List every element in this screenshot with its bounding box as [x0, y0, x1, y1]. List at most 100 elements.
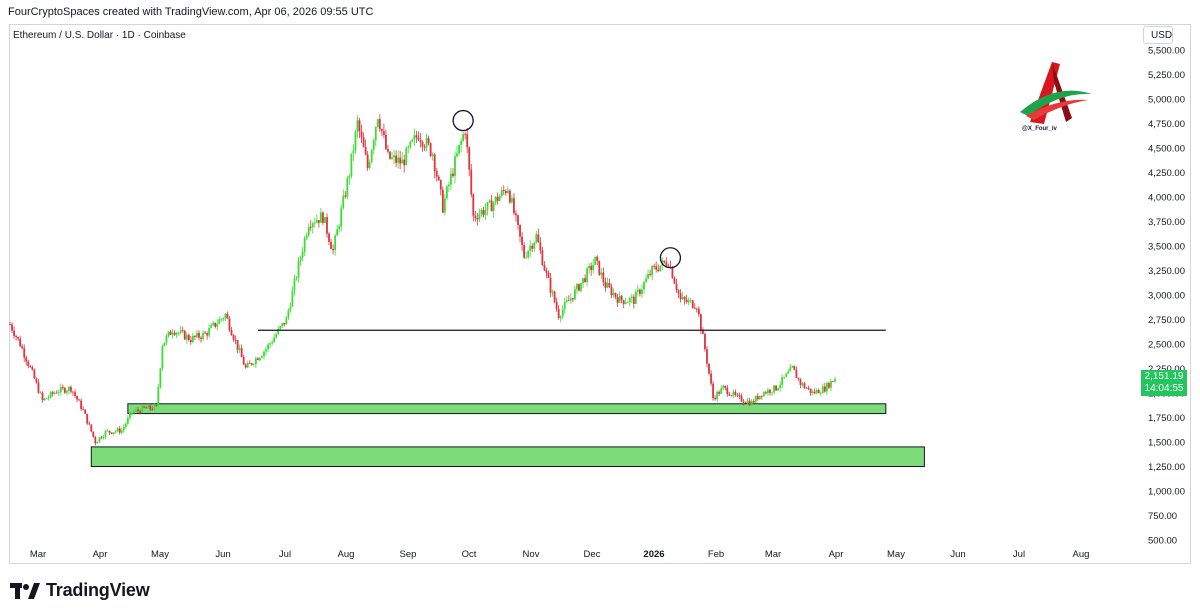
time-axis-tick: Oct: [462, 549, 477, 560]
candle-body: [639, 289, 641, 294]
candle-body: [762, 392, 765, 397]
candle-body: [259, 357, 261, 361]
candle-body: [584, 278, 586, 282]
candle-body: [395, 155, 397, 163]
candle-body: [645, 278, 647, 283]
candle-body: [362, 137, 365, 148]
candle-body: [750, 401, 753, 406]
price-axis-tick: 500.00: [1148, 536, 1177, 547]
candle-body: [244, 364, 247, 368]
candle-body: [317, 220, 320, 223]
price-axis-tick: 5,000.00: [1148, 95, 1185, 106]
candle-body: [273, 337, 276, 343]
peak-circle-2[interactable]: [659, 247, 682, 269]
candle-body: [360, 131, 363, 138]
candle-body: [143, 406, 146, 408]
candle-body: [610, 286, 613, 296]
candle-body: [468, 147, 471, 170]
candle-body: [137, 409, 139, 411]
candle-body: [527, 251, 530, 258]
candle-body: [21, 346, 24, 349]
symbol-title[interactable]: Ethereum / U.S. Dollar · 1D · Coinbase: [13, 30, 186, 41]
candle-body: [704, 334, 706, 350]
candle-body: [356, 120, 359, 132]
candle-body: [332, 248, 334, 251]
candle-body: [340, 208, 343, 227]
candle-body: [234, 339, 237, 341]
candle-body: [435, 171, 438, 177]
price-axis-tick: 1,250.00: [1148, 462, 1185, 473]
candle-body: [86, 413, 89, 424]
support-zone-2[interactable]: [90, 446, 925, 467]
candle-body: [374, 127, 377, 141]
candle-body: [578, 284, 580, 291]
candle-body: [506, 190, 509, 194]
chart-frame[interactable]: [9, 24, 1191, 564]
tradingview-brand[interactable]: TradingView: [10, 580, 150, 601]
candle-body: [124, 423, 127, 427]
candle-body: [149, 405, 152, 409]
candle-body: [76, 395, 78, 400]
candle-body: [791, 365, 794, 368]
candle-body: [458, 145, 460, 154]
support-zone-1[interactable]: [127, 403, 887, 415]
candle-body: [720, 388, 723, 394]
candle-body: [752, 401, 755, 403]
candle-body: [569, 298, 572, 301]
candle-body: [600, 272, 603, 275]
candle-body: [801, 383, 804, 385]
current-price-value: 2,151.19: [1144, 371, 1184, 382]
candle-body: [214, 322, 217, 327]
candle-body: [399, 157, 402, 164]
candle-body: [122, 426, 125, 431]
candle-body: [474, 215, 477, 219]
candle-body: [232, 335, 235, 340]
candle-body: [279, 326, 282, 329]
candle-body: [742, 401, 745, 403]
candle-body: [90, 424, 93, 432]
candle-body: [238, 348, 241, 350]
candle-body: [425, 138, 428, 148]
peak-circle-1[interactable]: [452, 109, 474, 132]
candle-body: [445, 186, 448, 199]
price-axis-tick: 2,750.00: [1148, 315, 1185, 326]
candle-body: [257, 358, 259, 361]
candle-body: [175, 332, 178, 335]
candle-body: [789, 367, 792, 372]
candle-body: [691, 300, 694, 308]
candle-body: [819, 393, 822, 394]
candle-body: [33, 369, 36, 379]
candle-body: [632, 296, 635, 304]
candle-body: [699, 314, 702, 331]
candle-body: [189, 339, 192, 343]
candle-body: [490, 200, 493, 212]
candle-body: [679, 293, 682, 299]
candle-body: [177, 332, 180, 334]
price-axis-tick: 3,000.00: [1148, 291, 1185, 302]
candle-body: [246, 363, 249, 368]
candle-body: [126, 417, 129, 424]
candle-body: [726, 387, 729, 395]
candle-body: [216, 323, 219, 327]
candle-body: [561, 309, 564, 317]
candle-body: [405, 148, 408, 166]
candle-body: [813, 391, 816, 394]
candle-body: [45, 398, 48, 400]
candle-body: [545, 270, 548, 273]
candle-body: [194, 335, 196, 337]
candle-body: [169, 331, 172, 335]
candle-body: [689, 300, 692, 302]
candle-body: [78, 399, 80, 401]
currency-selector-button[interactable]: [1143, 26, 1173, 44]
candle-body: [61, 386, 64, 389]
candle-body: [407, 147, 410, 149]
candle-body: [208, 327, 211, 336]
candle-body: [352, 150, 355, 154]
candle-body: [163, 342, 166, 347]
candle-body: [200, 337, 202, 339]
price-axis-tick: 1,500.00: [1148, 438, 1185, 449]
candle-body: [228, 318, 231, 330]
candle-body: [565, 300, 568, 302]
candle-body: [261, 356, 263, 358]
